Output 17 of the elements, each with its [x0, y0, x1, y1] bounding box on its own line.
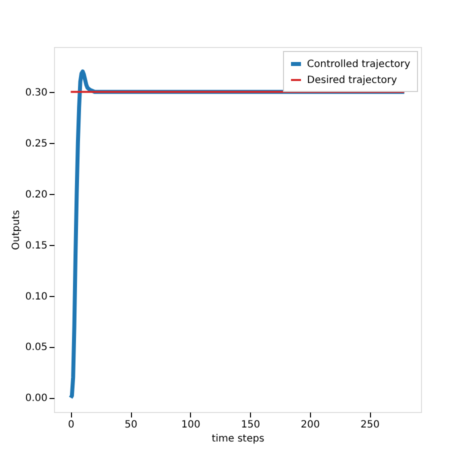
y-tick-label: 0.30 [25, 87, 48, 98]
legend-label: Controlled trajectory [307, 59, 410, 70]
y-tick-label: 0.10 [25, 291, 48, 302]
x-tick-label: 200 [300, 420, 320, 430]
y-tick-label: 0.00 [25, 393, 48, 404]
y-tick-label: 0.25 [25, 138, 48, 150]
legend-label: Desired trajectory [307, 75, 398, 86]
x-axis-title: time steps [212, 434, 264, 444]
x-tick-label: 0 [68, 420, 74, 430]
y-tick-label: 0.15 [25, 240, 48, 252]
x-tick-label: 100 [181, 420, 200, 430]
y-tick-label: 0.20 [25, 189, 48, 200]
y-tick-label: 0.05 [25, 342, 48, 354]
x-tick-label: 150 [241, 420, 260, 430]
x-tick-label: 50 [124, 420, 138, 430]
y-axis-title: Outputs [11, 210, 22, 250]
x-tick-label: 250 [360, 420, 380, 430]
